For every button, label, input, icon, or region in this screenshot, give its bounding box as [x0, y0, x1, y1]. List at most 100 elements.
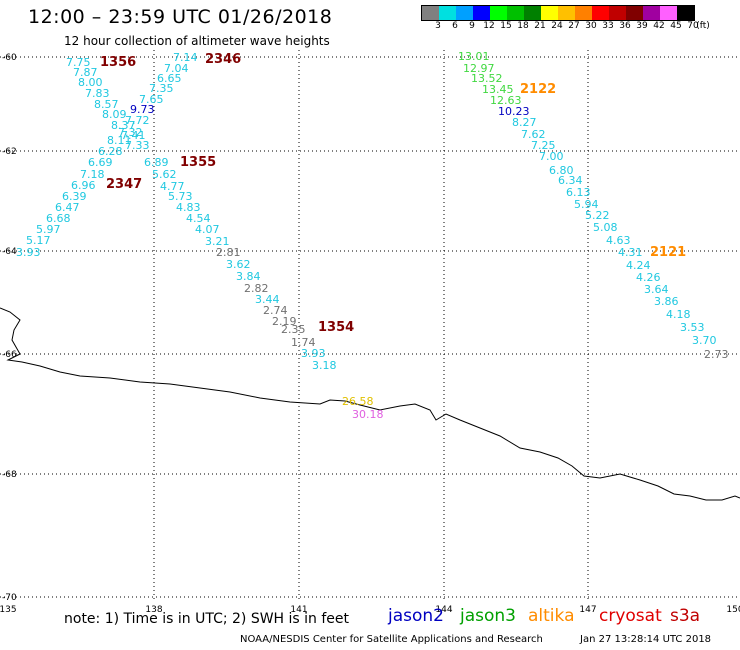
pass-number-label: 2346 [205, 52, 241, 67]
track-values: 13.0112.9713.5213.4512.6310.238.277.627.… [16, 50, 729, 421]
wave-height-value: 2.74 [263, 304, 288, 317]
wave-height-value: 4.83 [176, 201, 201, 214]
pass-number-label: 1356 [100, 55, 136, 70]
wave-height-value: 13.01 [458, 50, 490, 63]
color-scale-label: 27 [568, 21, 580, 31]
wave-height-value: 5.94 [574, 198, 599, 211]
wave-height-value: 4.31 [618, 246, 643, 259]
wave-height-value: 2.73 [704, 348, 729, 361]
wave-height-value: 6.89 [144, 156, 169, 169]
pass-number-label: 2121 [650, 245, 686, 260]
lon-label: 150 [726, 605, 740, 615]
color-scale-label: 18 [517, 21, 529, 31]
color-swatch [626, 6, 643, 20]
wave-height-value: 2.35 [281, 323, 306, 336]
wave-height-value: 2.82 [244, 282, 269, 295]
legend-item-jason3: jason3 [460, 606, 516, 626]
wave-height-value: 8.11 [107, 134, 132, 147]
wave-height-value: 5.97 [36, 223, 61, 236]
wave-height-value: 4.54 [186, 212, 211, 225]
wave-height-value: 3.93 [16, 246, 41, 259]
legend-item-altika: altika [528, 606, 575, 626]
lat-label: -64 [2, 247, 17, 257]
wave-height-value: 3.44 [255, 293, 280, 306]
wave-height-value: 7.25 [531, 139, 556, 152]
wave-height-value: 6.28 [98, 145, 123, 158]
legend-item-jason2: jason2 [388, 606, 444, 626]
wave-height-value: 5.62 [152, 168, 177, 181]
color-swatch [677, 6, 694, 20]
wave-height-value: 3.84 [236, 270, 261, 283]
wave-height-value: 7.65 [139, 93, 164, 106]
wave-height-value: 5.08 [593, 221, 618, 234]
wave-height-value: 2.81 [216, 246, 241, 259]
lon-label: 135 [0, 605, 17, 615]
wave-height-value: 4.63 [606, 234, 631, 247]
color-swatch [643, 6, 660, 20]
wave-height-value: 4.77 [160, 180, 185, 193]
wave-height-value: 3.21 [205, 235, 230, 248]
color-swatch [490, 6, 507, 20]
color-swatch [524, 6, 541, 20]
wave-height-value: 12.97 [463, 62, 495, 75]
wave-height-value: 7.14 [173, 51, 198, 64]
wave-height-value: 7.33 [125, 139, 150, 152]
wave-height-value: 3.18 [312, 359, 337, 372]
color-scale-bar [421, 5, 695, 21]
color-scale-label: 30 [585, 21, 597, 31]
color-scale-label: 42 [653, 21, 665, 31]
wave-height-value: 3.62 [226, 258, 251, 271]
map-title: 12:00 – 23:59 UTC 01/26/2018 [28, 6, 333, 28]
wave-height-value: 8.37 [111, 119, 136, 132]
wave-height-value: 13.52 [471, 72, 503, 85]
wave-height-value: 2.19 [272, 315, 297, 328]
wave-height-value: 7.75 [66, 56, 91, 69]
wave-height-value: 4.24 [626, 259, 651, 272]
wave-height-value: 6.68 [46, 212, 71, 225]
wave-height-value: 7.83 [85, 87, 110, 100]
pass-number-label: 1355 [180, 155, 216, 170]
wave-height-value: 4.18 [666, 308, 691, 321]
pass-number-label: 2347 [106, 177, 142, 192]
wave-height-value: 7.00 [539, 150, 564, 163]
color-scale-label: (ft) [696, 21, 710, 31]
wave-height-value: 1.74 [291, 336, 316, 349]
color-swatch [592, 6, 609, 20]
color-scale-label: 15 [500, 21, 512, 31]
antarctic-coastline [0, 307, 740, 501]
wave-height-value: 8.09 [102, 108, 127, 121]
wave-height-value: 7.62 [521, 128, 546, 141]
wave-height-value: 30.18 [352, 408, 384, 421]
color-scale-label: 24 [551, 21, 563, 31]
footer-note: note: 1) Time is in UTC; 2) SWH is in fe… [64, 611, 350, 627]
wave-height-value: 10.23 [498, 105, 530, 118]
wave-height-value: 5.73 [168, 190, 193, 203]
wave-height-value: 7.41 [121, 129, 146, 142]
wave-height-value: 7.72 [125, 114, 150, 127]
color-swatch [473, 6, 490, 20]
wave-height-value: 6.69 [88, 156, 113, 169]
wave-height-value: 6.80 [549, 164, 574, 177]
credit-text: NOAA/NESDIS Center for Satellite Applica… [240, 634, 543, 645]
color-scale-label: 36 [619, 21, 631, 31]
color-swatch [558, 6, 575, 20]
wave-height-value: 6.13 [566, 186, 591, 199]
lon-label: 138 [145, 605, 162, 615]
color-scale-label: 33 [602, 21, 614, 31]
color-scale-label: 9 [469, 21, 475, 31]
color-scale-label: 3 [435, 21, 441, 31]
wave-height-value: 12.63 [490, 94, 522, 107]
lon-label: 144 [435, 605, 452, 615]
color-swatch [507, 6, 524, 20]
lat-label: -66 [2, 350, 17, 360]
wave-height-value: 3.86 [654, 295, 679, 308]
wave-height-value: 7.32 [118, 126, 143, 139]
color-swatch [609, 6, 626, 20]
wave-height-value: 7.18 [80, 168, 105, 181]
lon-label: 141 [290, 605, 307, 615]
color-scale-label: 45 [670, 21, 682, 31]
wave-height-value: 7.04 [164, 62, 189, 75]
wave-height-value: 3.70 [692, 334, 717, 347]
legend-item-cryosat: cryosat [599, 606, 662, 626]
pass-number-label: 1354 [318, 320, 354, 335]
